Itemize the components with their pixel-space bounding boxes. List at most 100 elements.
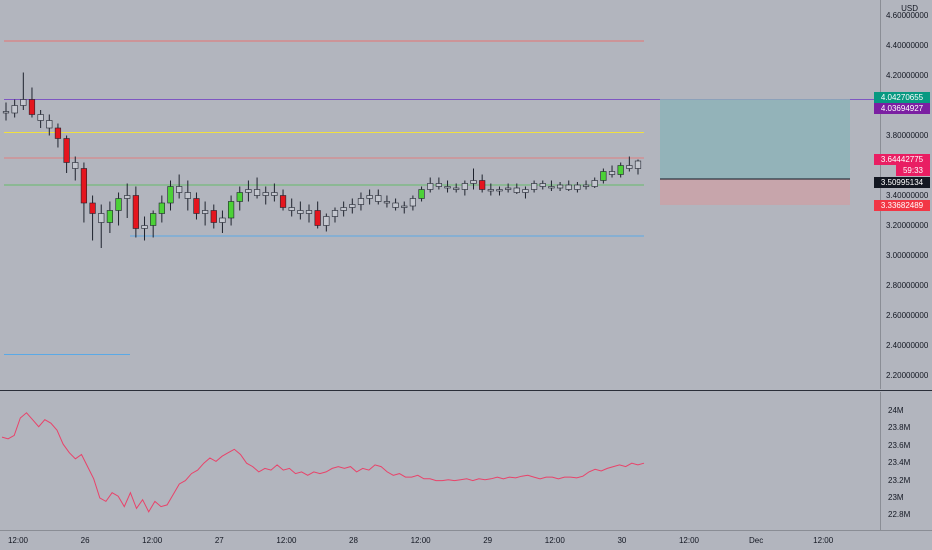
price-chart-pane[interactable] [0, 0, 880, 389]
candle[interactable] [513, 183, 520, 195]
candle[interactable] [453, 183, 460, 193]
candle[interactable] [210, 204, 217, 229]
candle[interactable] [167, 180, 174, 211]
time-axis-tick: 12:00 [7, 536, 29, 545]
candle[interactable] [271, 183, 278, 202]
candle[interactable] [366, 189, 373, 205]
time-axis-tick: 12:00 [678, 536, 700, 545]
candle[interactable] [89, 195, 96, 241]
candle[interactable] [132, 186, 139, 238]
candle[interactable] [262, 186, 269, 205]
candle[interactable] [158, 195, 165, 223]
candle[interactable] [98, 204, 105, 249]
pane-separator[interactable] [0, 390, 932, 391]
candle[interactable] [141, 216, 148, 241]
candle[interactable] [54, 123, 62, 148]
candle[interactable] [574, 182, 581, 193]
candle[interactable] [626, 156, 633, 172]
price-axis-tick: 2.60000000 [886, 310, 929, 320]
candle[interactable] [219, 210, 226, 234]
candle[interactable] [124, 183, 131, 219]
volume-line-chart[interactable] [0, 392, 880, 530]
candle[interactable] [28, 87, 36, 118]
candle[interactable] [202, 201, 209, 226]
candle[interactable] [608, 165, 616, 178]
candle[interactable] [349, 198, 356, 214]
candle[interactable] [634, 159, 642, 175]
candle[interactable] [193, 192, 200, 220]
stop-zone[interactable] [660, 179, 850, 205]
candle[interactable] [548, 180, 555, 192]
countdown-tag: 59:33 [896, 165, 930, 176]
candle[interactable] [106, 201, 113, 234]
candle[interactable] [184, 180, 191, 211]
last-price-tag: 3.64442775 [874, 154, 930, 165]
candle[interactable] [72, 156, 79, 181]
candle[interactable] [80, 162, 88, 223]
candle[interactable] [496, 186, 503, 196]
candle[interactable] [150, 210, 157, 238]
candle[interactable] [323, 213, 330, 232]
candle[interactable] [375, 189, 382, 205]
candle[interactable] [582, 180, 590, 190]
candle[interactable] [297, 201, 304, 220]
candle[interactable] [600, 168, 607, 184]
candle[interactable] [288, 198, 295, 217]
candle[interactable] [357, 192, 365, 211]
target-zone[interactable] [660, 99, 850, 180]
candle[interactable] [591, 177, 598, 189]
price-axis-tick: 4.60000000 [886, 10, 929, 20]
candle[interactable] [435, 177, 442, 190]
candle[interactable] [505, 183, 512, 193]
candle[interactable] [401, 201, 408, 214]
candle[interactable] [522, 186, 529, 199]
price-axis-tick: 4.20000000 [886, 70, 929, 80]
volume-axis[interactable] [880, 392, 932, 530]
candle[interactable] [470, 168, 477, 190]
candle[interactable] [176, 174, 183, 199]
candle[interactable] [427, 177, 434, 193]
candle[interactable] [418, 186, 425, 202]
candle[interactable] [409, 195, 417, 211]
candle[interactable] [487, 183, 494, 196]
volume-indicator-pane[interactable] [0, 392, 880, 530]
candle[interactable] [20, 72, 27, 111]
candle[interactable] [63, 135, 70, 174]
candle[interactable] [2, 102, 10, 121]
price-axis-tick: 3.80000000 [886, 130, 929, 140]
candle[interactable] [531, 180, 538, 193]
candle[interactable] [37, 110, 44, 128]
candle[interactable] [314, 201, 321, 229]
price-axis[interactable]: USD [880, 0, 932, 389]
time-axis-tick: 12:00 [544, 536, 565, 545]
candle[interactable] [383, 195, 391, 208]
candle[interactable] [236, 186, 243, 211]
candle[interactable] [331, 207, 339, 223]
candle[interactable] [115, 192, 122, 226]
candle[interactable] [340, 201, 347, 217]
candle[interactable] [556, 182, 564, 191]
candle[interactable] [227, 195, 235, 226]
candle[interactable] [444, 180, 451, 193]
candle[interactable] [305, 204, 313, 223]
candle[interactable] [253, 177, 261, 199]
candle[interactable] [279, 189, 287, 211]
candle[interactable] [46, 114, 53, 136]
price-chart[interactable] [0, 0, 880, 389]
time-axis-tick: 27 [214, 536, 224, 545]
candle[interactable] [479, 174, 486, 193]
candle[interactable] [539, 180, 546, 190]
price-axis-tick: 3.00000000 [886, 250, 929, 260]
volume-series-line[interactable] [1, 412, 645, 513]
candle[interactable] [392, 198, 399, 211]
currency-label: USD [901, 4, 918, 13]
volume-axis-tick: 23.8M [888, 423, 911, 433]
candle[interactable] [245, 180, 252, 202]
candle[interactable] [11, 99, 18, 118]
entry-price-tag: 3.50995134 [874, 177, 930, 188]
candle[interactable] [461, 180, 468, 196]
candle[interactable] [565, 180, 572, 192]
time-axis-tick: 12:00 [142, 536, 163, 545]
candle[interactable] [617, 162, 624, 178]
time-axis-border [0, 530, 932, 531]
